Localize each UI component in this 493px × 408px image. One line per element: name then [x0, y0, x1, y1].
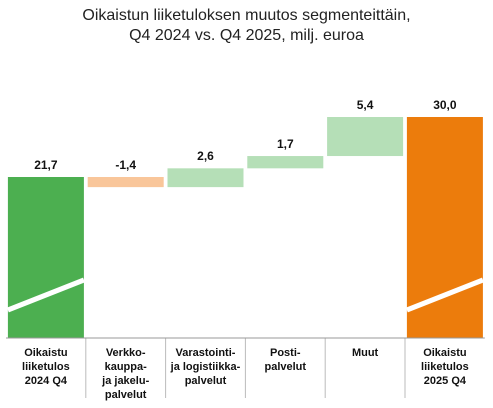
value-label-1: -1,4 [115, 158, 137, 172]
category-label-0: Oikaistu liiketulos 2024 Q4 [22, 347, 70, 387]
category-label-3: Posti- palvelut [264, 347, 307, 373]
bar-3 [247, 156, 324, 169]
category-label-1: Verkko- kauppa- ja jakelu- palvelut [102, 347, 150, 401]
bar-4 [327, 117, 404, 157]
axis-break-5 [405, 277, 484, 313]
chart-title-line-1: Oikaistun liiketuloksen muutos segmentei… [82, 7, 411, 24]
category-label-5: Oikaistu liiketulos 2025 Q4 [421, 347, 469, 387]
value-label-3: 1,7 [276, 137, 294, 152]
value-label-5: 30,0 [433, 98, 457, 112]
bar-2 [167, 168, 244, 188]
chart-title: Oikaistun liiketuloksen muutos segmentei… [0, 6, 493, 46]
chart-title-line-2: Q4 2024 vs. Q4 2025, milj. euroa [129, 27, 364, 44]
value-label-0: 21,7 [34, 158, 58, 172]
bar-5 [406, 117, 483, 338]
bar-1 [87, 177, 164, 188]
value-label-4: 5,4 [356, 98, 374, 112]
category-label-4: Muut [351, 347, 379, 359]
value-label-2: 2,6 [197, 149, 214, 164]
bar-0 [7, 177, 84, 338]
category-label-2: Varastointi- ja logistiikka- palvelut [170, 347, 241, 387]
axis-break-0 [6, 277, 85, 313]
